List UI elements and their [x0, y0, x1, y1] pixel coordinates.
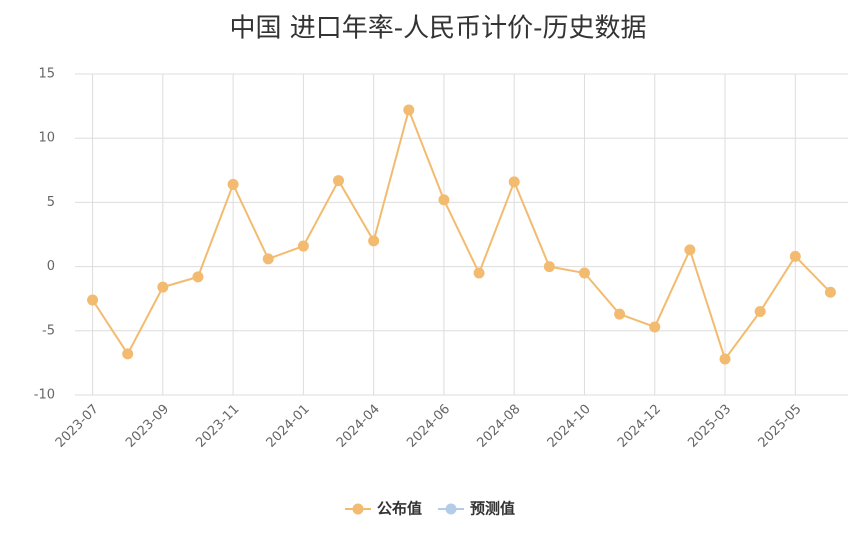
x-tick-label: 2024-04 [334, 402, 383, 451]
data-point [824, 286, 836, 298]
x-tick-label: 2023-07 [53, 402, 102, 451]
data-point [508, 176, 520, 188]
x-tick-label: 2023-11 [193, 402, 242, 451]
legend-marker [445, 503, 457, 515]
data-point [684, 244, 696, 256]
legend-marker [352, 503, 364, 515]
x-tick-label: 2025-03 [685, 402, 734, 451]
data-point [649, 321, 661, 333]
y-tick-label: -10 [34, 388, 55, 403]
data-point [333, 175, 345, 187]
x-tick-label: 2024-10 [545, 402, 594, 451]
data-point [789, 250, 801, 262]
data-point [473, 267, 485, 279]
data-point [578, 267, 590, 279]
legend-label: 预测值 [470, 500, 515, 518]
data-point [122, 348, 134, 360]
y-tick-label: 10 [38, 131, 55, 146]
x-tick-label: 2023-09 [123, 402, 172, 451]
data-point [754, 306, 766, 318]
data-point [262, 253, 274, 265]
data-point [438, 194, 450, 206]
y-tick-label: 0 [47, 259, 55, 274]
y-tick-label: 5 [47, 195, 55, 210]
x-tick-label: 2025-05 [756, 402, 805, 451]
data-point [227, 178, 239, 190]
x-tick-label: 2024-06 [404, 402, 453, 451]
data-point [403, 104, 415, 116]
data-point [719, 353, 731, 365]
data-point [297, 240, 309, 252]
x-tick-label: 2024-08 [474, 402, 523, 451]
x-tick-label: 2024-01 [264, 402, 313, 451]
data-point [157, 281, 169, 293]
chart-title: 中国 进口年率-人民币计价-历史数据 [229, 14, 646, 44]
y-tick-label: -5 [42, 323, 55, 338]
legend-label: 公布值 [377, 500, 422, 518]
data-point [543, 261, 555, 273]
data-point [614, 308, 626, 320]
series-line [91, 106, 832, 362]
x-tick-label: 2024-12 [615, 402, 664, 451]
y-tick-label: 15 [38, 67, 55, 82]
data-point [192, 271, 204, 283]
data-point [368, 235, 380, 247]
data-point [87, 294, 99, 306]
